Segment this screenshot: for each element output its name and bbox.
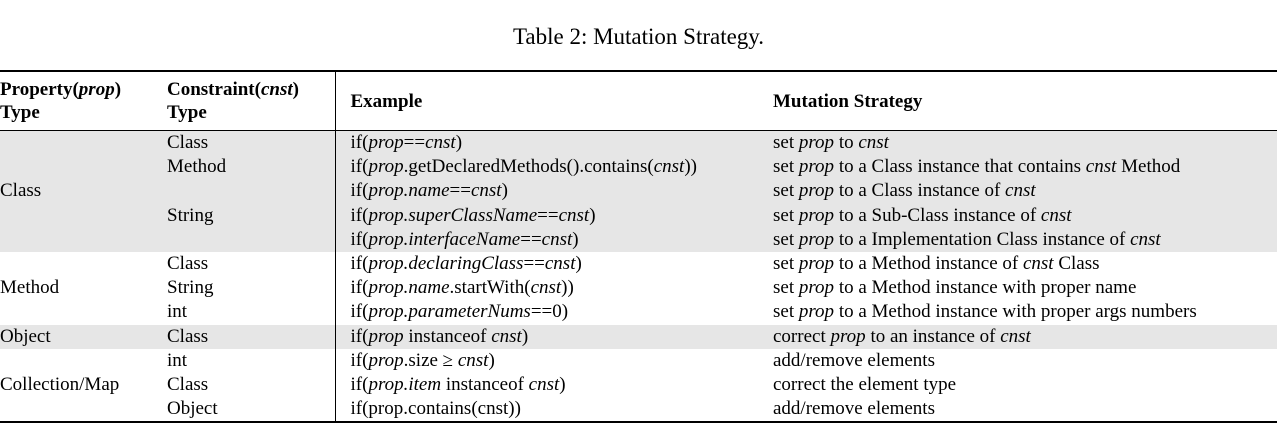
constraint-type-cell: int <box>167 348 336 373</box>
mutation-strategy-cell: correct the element type <box>773 373 957 395</box>
constraint-type-cell: Class <box>167 251 336 277</box>
table-row: String if(prop.name.startWith(cnst)) set p… <box>0 276 1277 301</box>
example-cell: if(prop instanceof cnst) <box>335 324 773 349</box>
mutation-strategy-cell: add/remove elements <box>773 398 935 420</box>
example-cell: if(prop.name==cnst) <box>335 179 773 204</box>
mutation-strategy-cell: set prop to a Method instance with prope… <box>773 277 1137 299</box>
property-type-cell: Object <box>0 324 167 349</box>
header-example: Example <box>335 71 773 131</box>
table-row: Object if(prop.contains(cnst)) add/remove … <box>0 397 1277 423</box>
constraint-type-cell: Class <box>167 130 336 156</box>
mutation-strategy-cell: set prop to a Sub-Class instance of cnst <box>773 203 1277 228</box>
mutation-strategy-cell: set prop to a Class instance that contai… <box>773 155 1277 180</box>
header-constraint-type: Constraint(cnst) Type <box>167 71 336 131</box>
table-row: if(prop.interfaceName==cnst) set prop to … <box>0 227 1277 252</box>
mutation-strategy-table: Property(prop) Type Constraint(cnst) Typ… <box>0 70 1277 424</box>
property-type-cell: Collection/Map <box>0 373 120 395</box>
table-row: Collection/Map int if(prop.size ≥ cnst) add… <box>0 348 1277 395</box>
table-row: Class if(prop.item instanceof cnst) correc… <box>0 372 1277 398</box>
example-cell: if(prop.interfaceName==cnst) <box>335 227 773 252</box>
example-cell: if(prop.name.startWith(cnst)) <box>350 277 574 299</box>
example-cell: if(prop.getDeclaredMethods().contains(cn… <box>335 155 773 180</box>
property-type-cell: Method <box>0 277 60 299</box>
example-cell: if(prop.size ≥ cnst) <box>350 349 495 371</box>
table-caption: Table 2: Mutation Strategy. <box>512 24 765 49</box>
mutation-strategy-cell: correct prop to an instance of cnst <box>773 324 1277 349</box>
mutation-strategy-cell: set prop to a Method instance with prope… <box>773 301 1197 323</box>
mutation-strategy-cell: set prop to cnst <box>773 130 1277 156</box>
example-cell: if(prop==cnst) <box>335 130 773 156</box>
constraint-type-cell <box>167 179 336 204</box>
example-cell: if(prop.parameterNums==0) <box>350 301 569 323</box>
header-row: Property(prop) Type Constraint(cnst) Typ… <box>0 71 1277 131</box>
constraint-type-cell: Class <box>167 324 336 349</box>
table-row: Method Class if(prop.declaringClass==cnst)… <box>0 251 1277 298</box>
table-row: if(prop.name==cnst) set prop to a Class i… <box>0 179 1277 204</box>
table-row: Object Class if(prop instanceof cnst) corre… <box>0 324 1277 349</box>
example-cell: if(prop.item instanceof cnst) <box>350 373 566 395</box>
property-type-cell: Class <box>0 130 167 252</box>
table-row: Class Class if(prop==cnst) set prop to cnst <box>0 130 1277 252</box>
constraint-type-cell: String <box>167 203 336 228</box>
mutation-strategy-cell: set prop to a Implementation Class insta… <box>773 227 1277 252</box>
constraint-type-cell: int <box>167 300 336 325</box>
header-mutation-strategy: Mutation Strategy <box>773 71 1277 131</box>
table-row: String if(prop.superClassName==cnst) set p… <box>0 203 1277 228</box>
mutation-strategy-cell: set prop to a Class instance of cnst <box>773 179 1277 204</box>
example-cell: if(prop.contains(cnst)) <box>350 398 521 420</box>
constraint-type-cell: Object <box>167 397 336 423</box>
mutation-strategy-cell: set prop to a Method instance of cnst Cl… <box>773 253 1100 275</box>
constraint-type-cell: Class <box>167 372 336 398</box>
table-row: int if(prop.parameterNums==0) set prop to … <box>0 300 1277 325</box>
table-body: Class Class if(prop==cnst) set prop to cnst… <box>0 130 1277 423</box>
header-property-type: Property(prop) Type <box>0 71 167 131</box>
example-cell: if(prop.superClassName==cnst) <box>335 203 773 228</box>
mutation-strategy-cell: add/remove elements <box>773 349 935 371</box>
constraint-type-cell: Method <box>167 155 336 180</box>
example-cell: if(prop.declaringClass==cnst) <box>350 253 582 275</box>
constraint-type-cell: String <box>167 276 336 301</box>
table-row: Method if(prop.getDeclaredMethods().conta… <box>0 155 1277 180</box>
constraint-type-cell <box>167 227 336 252</box>
